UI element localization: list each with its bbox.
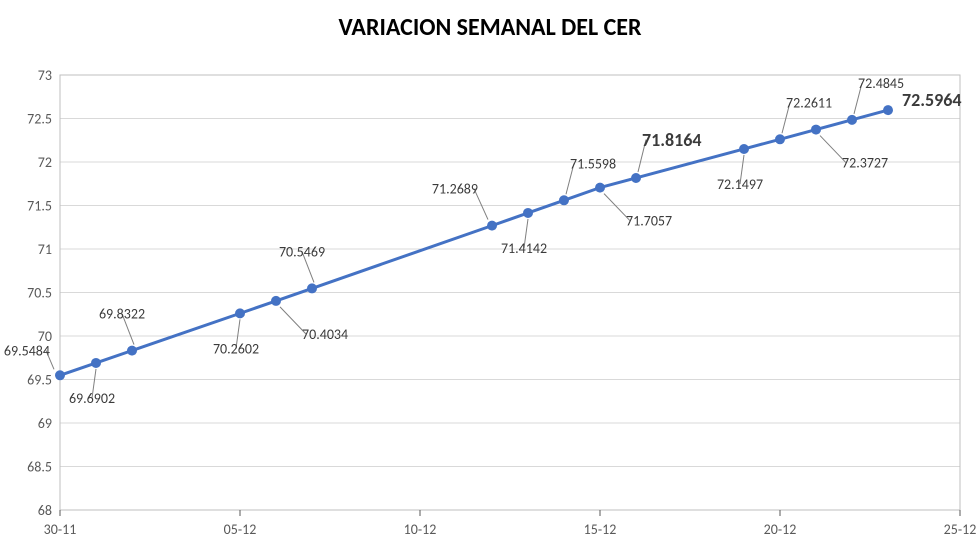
data-point <box>847 115 857 125</box>
x-tick-label: 15-12 <box>584 521 617 538</box>
y-tick-label: 72.5 <box>27 111 52 128</box>
x-tick-label: 25-12 <box>944 521 977 538</box>
data-label: 72.1497 <box>717 176 763 193</box>
data-point <box>127 346 137 356</box>
y-tick-label: 70.5 <box>27 285 52 302</box>
chart-background <box>0 0 980 550</box>
data-point <box>487 221 497 231</box>
y-tick-label: 71.5 <box>27 198 52 215</box>
data-label: 69.8322 <box>99 306 145 323</box>
x-tick-label: 20-12 <box>764 521 797 538</box>
data-point <box>55 370 65 380</box>
y-tick-label: 69.5 <box>27 372 52 389</box>
data-label-emphasis: 72.5964 <box>902 89 962 111</box>
chart-title: VARIACION SEMANAL DEL CER <box>338 13 642 42</box>
data-point <box>91 358 101 368</box>
data-point <box>595 183 605 193</box>
data-point <box>811 125 821 135</box>
y-tick-label: 68.5 <box>27 459 52 476</box>
data-label: 70.2602 <box>213 340 259 357</box>
y-tick-label: 72 <box>38 154 52 171</box>
x-tick-label: 30-11 <box>44 521 77 538</box>
data-point <box>775 134 785 144</box>
data-label: 70.4034 <box>302 326 348 343</box>
data-point <box>307 283 317 293</box>
data-label: 71.5598 <box>570 155 616 172</box>
data-point <box>739 144 749 154</box>
data-label: 69.6902 <box>69 390 115 407</box>
data-label: 71.7057 <box>626 213 672 230</box>
data-point <box>271 296 281 306</box>
x-tick-label: 05-12 <box>224 521 257 538</box>
x-tick-label: 10-12 <box>404 521 437 538</box>
y-tick-label: 73 <box>38 67 52 84</box>
data-label: 71.4142 <box>501 240 547 257</box>
data-label-emphasis: 71.8164 <box>642 129 702 151</box>
data-point <box>631 173 641 183</box>
data-label: 69.5484 <box>4 342 50 359</box>
data-label: 72.3727 <box>842 155 888 172</box>
cer-line-chart: VARIACION SEMANAL DEL CER6868.56969.5707… <box>0 0 980 550</box>
data-label: 70.5469 <box>279 243 325 260</box>
y-tick-label: 69 <box>38 415 52 432</box>
data-point <box>235 308 245 318</box>
y-tick-label: 71 <box>38 241 52 258</box>
y-tick-label: 68 <box>38 502 52 519</box>
data-label: 72.2611 <box>786 94 832 111</box>
data-label: 72.4845 <box>858 75 904 92</box>
data-point <box>523 208 533 218</box>
data-point <box>559 195 569 205</box>
data-label: 71.2689 <box>432 181 478 198</box>
data-point <box>883 105 893 115</box>
